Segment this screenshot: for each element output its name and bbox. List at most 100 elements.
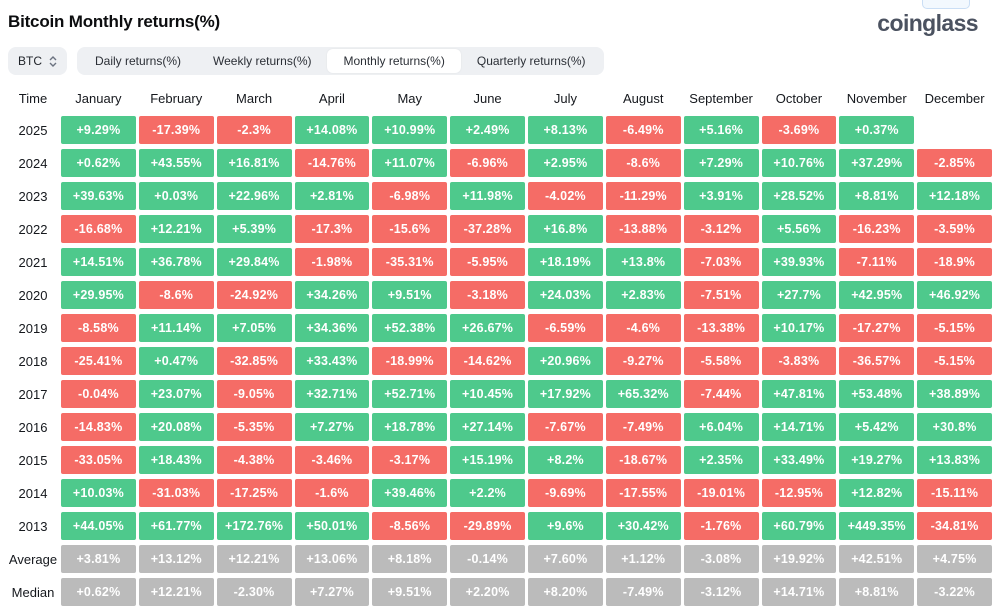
- return-cell: -29.89%: [450, 512, 525, 540]
- cut-off-button[interactable]: [922, 0, 970, 9]
- column-header-april: April: [318, 91, 345, 106]
- row-label-2016: 2016: [18, 419, 48, 435]
- return-cell: -5.15%: [917, 314, 992, 342]
- row-label-2022: 2022: [18, 221, 48, 237]
- return-cell: -5.15%: [917, 347, 992, 375]
- return-cell: -6.49%: [605, 116, 681, 144]
- return-cell: -16.23%: [839, 215, 915, 243]
- return-cell: +14.51%: [61, 248, 136, 276]
- return-cell: +9.6%: [528, 512, 603, 540]
- returns-tab-group: Daily returns(%) Weekly returns(%) Monthly…: [77, 47, 604, 75]
- return-cell: +24.03%: [528, 281, 603, 309]
- return-cell: +52.38%: [372, 314, 448, 342]
- symbol-select[interactable]: BTC: [8, 47, 67, 75]
- return-cell: -31.03%: [138, 479, 214, 507]
- return-cell: +0.62%: [61, 149, 136, 177]
- return-cell: -17.3%: [294, 215, 370, 243]
- return-cell: -14.62%: [450, 347, 525, 375]
- return-cell: -37.28%: [450, 215, 525, 243]
- column-header-march: March: [236, 91, 273, 106]
- column-header-may: May: [397, 91, 423, 106]
- return-cell: -3.18%: [450, 281, 525, 309]
- return-cell: +8.18%: [372, 545, 448, 573]
- return-cell: +6.04%: [683, 413, 759, 441]
- return-cell: +9.29%: [61, 116, 136, 144]
- return-cell: +34.26%: [294, 281, 370, 309]
- symbol-select-value: BTC: [18, 54, 42, 68]
- return-cell: +30.42%: [605, 512, 681, 540]
- return-cell: +10.03%: [61, 479, 136, 507]
- return-cell: +42.95%: [839, 281, 915, 309]
- return-cell: +8.81%: [839, 182, 915, 210]
- tab-daily-returns[interactable]: Daily returns(%): [79, 49, 197, 73]
- return-cell: +14.08%: [294, 116, 370, 144]
- return-cell: -3.12%: [683, 578, 759, 606]
- column-header-october: October: [775, 91, 823, 106]
- return-cell: -8.6%: [138, 281, 214, 309]
- return-cell: +29.95%: [61, 281, 136, 309]
- return-cell: +7.60%: [528, 545, 603, 573]
- return-cell: -6.96%: [450, 149, 525, 177]
- tab-monthly-returns[interactable]: Monthly returns(%): [327, 49, 461, 73]
- column-header-august: August: [623, 91, 664, 106]
- return-cell: -1.76%: [683, 512, 759, 540]
- return-cell: -5.58%: [683, 347, 759, 375]
- return-cell: +10.99%: [372, 116, 448, 144]
- row-label-2025: 2025: [18, 122, 48, 138]
- return-cell: +38.89%: [917, 380, 992, 408]
- return-cell: +33.49%: [761, 446, 837, 474]
- return-cell: +7.27%: [294, 413, 370, 441]
- return-cell: +10.76%: [761, 149, 837, 177]
- row-label-2023: 2023: [18, 188, 48, 204]
- return-cell: -3.83%: [761, 347, 837, 375]
- return-cell: +19.92%: [761, 545, 837, 573]
- page-title: Bitcoin Monthly returns(%): [8, 12, 221, 31]
- row-label-median: Median: [11, 584, 55, 600]
- return-cell: -17.39%: [138, 116, 214, 144]
- return-cell: -3.59%: [917, 215, 992, 243]
- return-cell: +13.8%: [605, 248, 681, 276]
- column-header-january: January: [75, 91, 122, 106]
- topbar: Bitcoin Monthly returns(%) coinglass: [0, 0, 1000, 35]
- row-label-average: Average: [8, 551, 58, 567]
- return-cell: -4.02%: [528, 182, 603, 210]
- return-cell: -2.30%: [216, 578, 292, 606]
- tab-weekly-returns[interactable]: Weekly returns(%): [197, 49, 327, 73]
- return-cell: -33.05%: [61, 446, 136, 474]
- return-cell: -15.11%: [917, 479, 992, 507]
- column-header-june: June: [473, 91, 502, 106]
- return-cell: +10.45%: [450, 380, 525, 408]
- return-cell: -18.99%: [372, 347, 448, 375]
- return-cell: -3.69%: [761, 116, 837, 144]
- return-cell: -17.55%: [605, 479, 681, 507]
- return-cell: +13.83%: [917, 446, 992, 474]
- return-cell: -7.03%: [683, 248, 759, 276]
- column-header-february: February: [150, 91, 203, 106]
- row-label-2014: 2014: [18, 485, 48, 501]
- return-cell: +26.67%: [450, 314, 525, 342]
- return-cell: +1.12%: [605, 545, 681, 573]
- return-cell: +52.71%: [372, 380, 448, 408]
- return-cell: +28.52%: [761, 182, 837, 210]
- return-cell: +12.82%: [839, 479, 915, 507]
- return-cell: +5.16%: [683, 116, 759, 144]
- return-cell: -7.67%: [528, 413, 603, 441]
- return-cell: +61.77%: [138, 512, 214, 540]
- return-cell: +8.20%: [528, 578, 603, 606]
- row-label-2020: 2020: [18, 287, 48, 303]
- return-cell: +29.84%: [216, 248, 292, 276]
- return-cell: +12.21%: [138, 578, 214, 606]
- return-cell: +20.08%: [138, 413, 214, 441]
- return-cell: +11.98%: [450, 182, 525, 210]
- return-cell: -4.38%: [216, 446, 292, 474]
- tab-quarterly-returns[interactable]: Quarterly returns(%): [461, 49, 602, 73]
- column-header-december: December: [924, 91, 985, 106]
- return-cell: -25.41%: [61, 347, 136, 375]
- return-cell: -35.31%: [372, 248, 448, 276]
- return-cell: +2.2%: [450, 479, 525, 507]
- return-cell: -4.6%: [605, 314, 681, 342]
- row-label-2018: 2018: [18, 353, 48, 369]
- return-cell: -9.05%: [216, 380, 292, 408]
- return-cell: -0.14%: [450, 545, 525, 573]
- return-cell: +43.55%: [138, 149, 214, 177]
